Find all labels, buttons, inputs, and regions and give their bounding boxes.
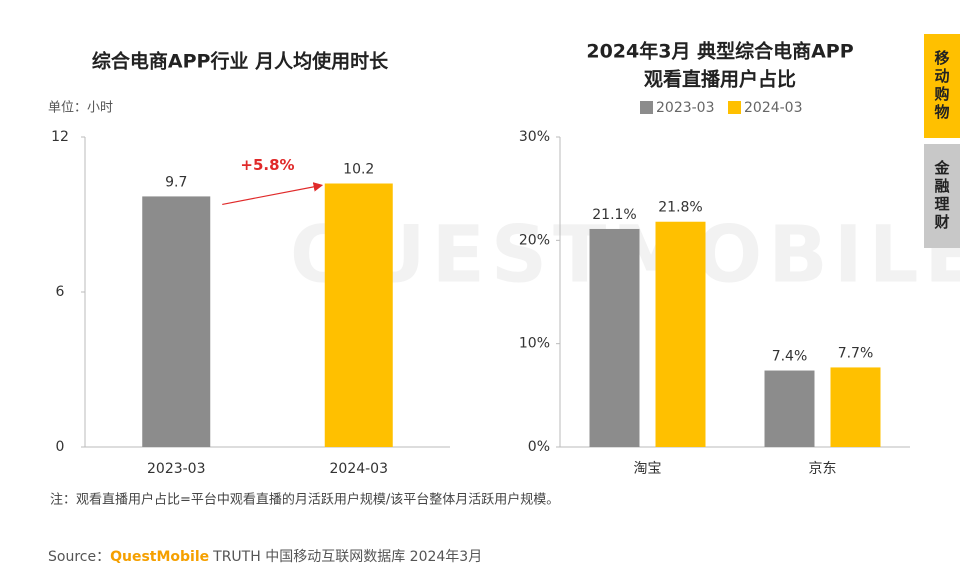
- source: Source：QuestMobile TRUTH 中国移动互联网数据库 2024年…: [48, 549, 482, 565]
- bar: [655, 221, 706, 447]
- y-tick-label: 30%: [519, 129, 550, 145]
- bar: [142, 196, 211, 447]
- y-tick-label: 0: [56, 439, 65, 455]
- value-label: 7.4%: [772, 349, 808, 365]
- x-tick-label: 2024-03: [330, 461, 389, 477]
- note: 注：观看直播用户占比=平台中观看直播的月活跃用户规模/该平台整体月活跃用户规模。: [50, 492, 559, 508]
- value-label: 21.8%: [658, 200, 702, 216]
- chart-title: 观看直播用户占比: [644, 68, 796, 91]
- source-brand: QuestMobile: [110, 549, 209, 565]
- x-tick-label: 2023-03: [147, 461, 206, 477]
- legend-label: 2023-03: [656, 100, 715, 116]
- source-label: Source：: [48, 549, 110, 565]
- annotation: +5.8%: [240, 156, 294, 174]
- tab[interactable]: 移动购物: [924, 34, 960, 138]
- legend-swatch: [728, 101, 741, 114]
- bar: [589, 228, 640, 447]
- value-label: 7.7%: [838, 345, 874, 361]
- unit-label: 单位：小时: [48, 101, 113, 116]
- source-text: TRUTH 中国移动互联网数据库 2024年3月: [212, 549, 482, 565]
- y-tick-label: 10%: [519, 336, 550, 352]
- chart-title: 2024年3月 典型综合电商APP: [586, 40, 853, 63]
- trend-arrow: [222, 182, 324, 206]
- value-label: 21.1%: [592, 207, 636, 223]
- bar: [764, 370, 815, 447]
- legend-swatch: [640, 101, 653, 114]
- legend-label: 2024-03: [744, 100, 803, 116]
- value-label: 9.7: [165, 174, 187, 190]
- bar: [324, 183, 393, 447]
- value-label: 10.2: [343, 162, 374, 178]
- y-tick-label: 12: [51, 129, 69, 145]
- y-tick-label: 6: [56, 284, 65, 300]
- x-tick-label: 京东: [809, 461, 837, 477]
- x-tick-label: 淘宝: [634, 461, 662, 477]
- bar: [830, 367, 881, 447]
- y-tick-label: 0%: [528, 439, 550, 455]
- tab[interactable]: 金融理财: [924, 144, 960, 248]
- chart-title: 综合电商APP行业 月人均使用时长: [92, 50, 389, 73]
- y-tick-label: 20%: [519, 232, 550, 248]
